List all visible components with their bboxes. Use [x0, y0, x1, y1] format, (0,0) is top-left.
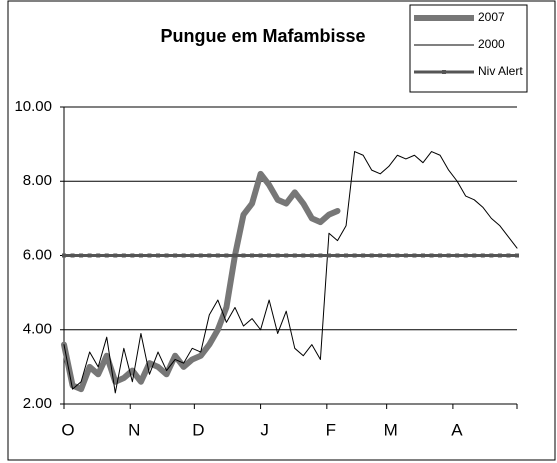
- series-marker: [232, 253, 237, 258]
- series-marker: [250, 253, 255, 258]
- series-line: [63, 151, 518, 394]
- series-marker: [335, 253, 340, 258]
- series-marker: [79, 253, 84, 258]
- series-marker: [497, 253, 502, 258]
- series-marker: [420, 253, 425, 258]
- series-marker: [267, 253, 272, 258]
- series-marker: [378, 253, 383, 258]
- series-marker: [207, 253, 212, 258]
- y-tick-label: 6.00: [23, 246, 52, 263]
- legend-marker: [442, 70, 446, 74]
- series-marker: [438, 253, 443, 258]
- series-marker: [87, 253, 92, 258]
- series-marker: [344, 253, 349, 258]
- series-marker: [104, 253, 109, 258]
- series-marker: [446, 253, 451, 258]
- legend-label: 2007: [478, 10, 505, 24]
- series-marker: [275, 253, 280, 258]
- x-tick-label: M: [384, 420, 398, 439]
- y-tick-label: 4.00: [23, 321, 52, 338]
- y-tick-label: 8.00: [23, 172, 52, 189]
- series-marker: [386, 253, 391, 258]
- chart-frame: [7, 0, 556, 461]
- series-marker: [215, 253, 220, 258]
- series-marker: [480, 253, 485, 258]
- series-marker: [173, 253, 178, 258]
- series-marker: [190, 253, 195, 258]
- series-marker: [138, 253, 143, 258]
- y-tick-label: 10.00: [14, 98, 52, 115]
- series-marker: [463, 253, 468, 258]
- series-marker: [455, 253, 460, 258]
- series-marker: [489, 253, 494, 258]
- series-marker: [309, 253, 314, 258]
- series-marker: [258, 253, 263, 258]
- x-tick-label: D: [192, 420, 204, 439]
- series-line: [61, 170, 341, 393]
- series-marker: [156, 253, 161, 258]
- series-marker: [70, 253, 75, 258]
- series-marker: [292, 253, 297, 258]
- series-marker: [395, 253, 400, 258]
- series-marker: [121, 253, 126, 258]
- series-marker: [403, 253, 408, 258]
- series-marker: [318, 253, 323, 258]
- series-marker: [352, 253, 357, 258]
- chart-title: Pungue em Mafambisse: [160, 26, 365, 46]
- legend-label: 2000: [478, 37, 505, 51]
- series-marker: [113, 253, 118, 258]
- series-marker: [147, 253, 152, 258]
- series-marker: [326, 253, 331, 258]
- y-tick-label: 2.00: [23, 395, 52, 412]
- series-marker: [241, 253, 246, 258]
- series-marker: [301, 253, 306, 258]
- x-tick-label: J: [260, 420, 269, 439]
- series-marker: [515, 253, 519, 258]
- series-marker: [224, 253, 229, 258]
- series-marker: [164, 253, 169, 258]
- series-marker: [181, 253, 186, 258]
- series-marker: [472, 253, 477, 258]
- series-marker: [361, 253, 366, 258]
- series-marker: [412, 253, 417, 258]
- series-marker: [62, 253, 66, 258]
- series-marker: [284, 253, 289, 258]
- series-marker: [506, 253, 511, 258]
- series-marker: [429, 253, 434, 258]
- series-marker: [369, 253, 374, 258]
- legend-label: Niv Alert: [478, 64, 523, 78]
- x-tick-label: N: [128, 420, 140, 439]
- x-tick-label: F: [326, 420, 336, 439]
- x-tick-label: A: [451, 420, 463, 439]
- series-marker: [130, 253, 135, 258]
- series-marker: [198, 253, 203, 258]
- x-tick-label: O: [61, 420, 74, 439]
- series-marker: [96, 253, 101, 258]
